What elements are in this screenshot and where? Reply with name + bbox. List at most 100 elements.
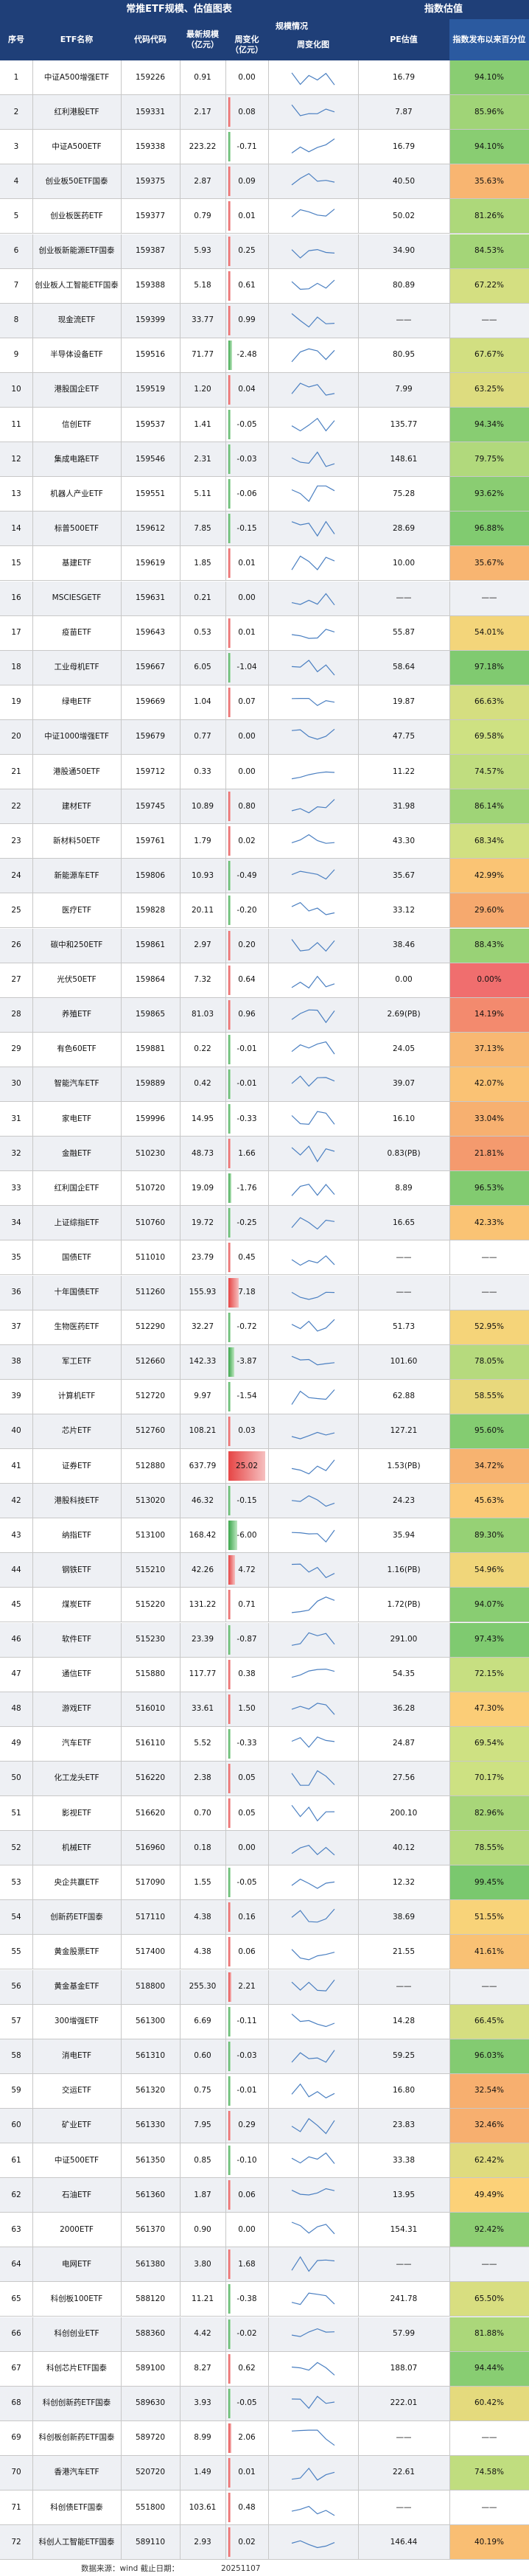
column-divider [32, 2004, 33, 2039]
etf-name: 机械ETF [61, 1843, 92, 1852]
weekly-change: 4.72 [225, 1553, 268, 1587]
column-divider [268, 372, 269, 407]
column-divider [121, 2282, 122, 2317]
weekly-change: 0.99 [225, 304, 268, 338]
column-divider [358, 719, 359, 754]
row-number: 8 [13, 315, 19, 325]
positive-change-bar [228, 2353, 231, 2384]
column-divider [121, 1379, 122, 1414]
column-divider [225, 1275, 226, 1310]
column-divider [358, 2491, 359, 2525]
weekly-change-chart [268, 2421, 358, 2455]
row-number: 54 [11, 1912, 21, 1921]
column-divider [121, 997, 122, 1032]
column-divider [32, 755, 33, 789]
etf-code: 510720 [135, 1183, 166, 1193]
etf-code: 159881 [135, 1044, 166, 1054]
weekly-change-chart [268, 234, 358, 268]
column-divider [180, 60, 181, 95]
column-divider [180, 824, 181, 859]
table-row: 60 矿业ETF 561330 7.95 0.29 23.83 32.46% [0, 2108, 529, 2143]
column-divider [358, 1275, 359, 1310]
column-divider [225, 1344, 226, 1379]
percentile-value: 42.33% [449, 1206, 529, 1240]
sparkline [291, 451, 335, 467]
column-divider [32, 963, 33, 997]
column-divider [268, 2247, 269, 2282]
weekly-change: -0.03 [225, 2039, 268, 2073]
column-divider [268, 303, 269, 338]
etf-code: 561370 [135, 2224, 166, 2234]
header-row: 序号 ETF名称 代码代码 最新规模（亿元） 周变化（亿元） 周变化图 规模情况… [0, 19, 529, 60]
column-divider [225, 1865, 226, 1900]
column-divider [121, 1831, 122, 1865]
row-number: 59 [11, 2086, 21, 2095]
column-divider [32, 2213, 33, 2247]
column-divider [449, 963, 450, 997]
column-divider [225, 859, 226, 893]
sparkline [291, 1075, 335, 1087]
negative-change-bar [228, 514, 231, 544]
weekly-change-chart [268, 512, 358, 545]
percentile-value: 96.88% [449, 512, 529, 546]
column-divider [268, 2455, 269, 2490]
weekly-change-chart [268, 929, 358, 963]
column-divider [180, 581, 181, 615]
row-number: 29 [11, 1044, 21, 1054]
column-divider [449, 2039, 450, 2073]
etf-code: 561360 [135, 2190, 166, 2199]
weekly-change-chart [268, 2387, 358, 2420]
column-divider [225, 1067, 226, 1101]
column-divider [268, 928, 269, 963]
pe-value: 1.16(PB) [387, 1565, 421, 1574]
table-row: 3 中证A500ETF 159338 223.22 -0.71 16.79 94.10% [0, 130, 529, 165]
latest-scale: 0.60 [194, 2051, 211, 2061]
pe-value: 40.50 [392, 176, 416, 186]
column-divider [121, 755, 122, 789]
percentile-value: 78.55% [449, 1831, 529, 1865]
column-divider [32, 1865, 33, 1900]
column-divider [268, 477, 269, 512]
percentile-value: 35.67% [449, 546, 529, 581]
table-row: 42 港股科技ETF 513020 46.32 -0.15 24.23 45.63% [0, 1484, 529, 1519]
etf-name: 医疗ETF [61, 905, 92, 915]
weekly-change-chart [268, 616, 358, 650]
percentile-value: —— [481, 593, 497, 603]
column-divider [268, 997, 269, 1032]
column-divider [358, 2073, 359, 2108]
latest-scale: 168.42 [189, 1530, 217, 1540]
sparkline [291, 799, 335, 814]
weekly-change: -0.03 [225, 442, 268, 476]
column-divider [268, 130, 269, 164]
pe-value: 1.53(PB) [387, 1461, 421, 1470]
pe-value: 188.07 [390, 2364, 418, 2373]
weekly-change-value: 0.00 [238, 732, 256, 741]
header-pe: PE估值 [390, 35, 418, 44]
etf-name: 碳中和250ETF [50, 940, 103, 950]
etf-code: 159761 [135, 836, 166, 845]
row-number: 50 [11, 1773, 21, 1783]
pe-value: 58.64 [392, 663, 416, 672]
column-divider [225, 303, 226, 338]
percentile-value: —— [481, 1982, 497, 1992]
pe-value: 14.28 [392, 2017, 416, 2026]
negative-change-bar [228, 1069, 231, 1099]
sparkline [291, 2049, 335, 2063]
column-divider [32, 997, 33, 1032]
row-number: 56 [11, 1982, 21, 1992]
percentile-value: 94.44% [449, 2351, 529, 2386]
weekly-change: -1.04 [225, 651, 268, 685]
column-divider [32, 1414, 33, 1448]
percentile-value: 41.61% [449, 1935, 529, 1969]
weekly-change-chart [268, 2178, 358, 2212]
column-divider [225, 824, 226, 859]
weekly-change-value: 0.05 [238, 1808, 256, 1818]
column-divider [225, 2247, 226, 2282]
weekly-change-value: 0.06 [238, 2190, 256, 2199]
column-divider [225, 789, 226, 824]
column-divider [32, 2282, 33, 2317]
column-divider [225, 1622, 226, 1657]
column-divider [268, 1206, 269, 1240]
column-divider [180, 2491, 181, 2525]
column-divider [225, 963, 226, 997]
